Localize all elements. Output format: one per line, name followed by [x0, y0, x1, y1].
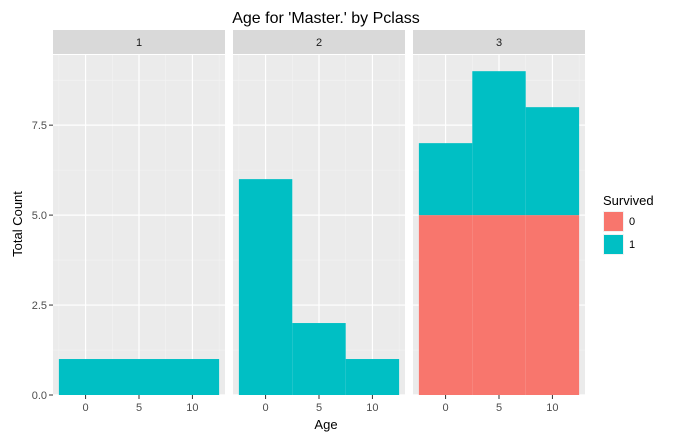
y-tick-label: 2.5	[32, 300, 47, 312]
x-tick-label: 5	[316, 402, 322, 414]
bar-survived-0	[525, 215, 580, 395]
y-tick-label: 7.5	[32, 120, 47, 132]
facet-panel-2: 2 0 5 10	[233, 30, 405, 414]
x-tick-label: 10	[186, 402, 198, 414]
bar-survived-1	[238, 179, 293, 395]
facet-panel-3: 3 0 5 10	[413, 30, 585, 414]
legend-key-0	[604, 212, 623, 231]
y-tick-label: 0.0	[32, 390, 47, 402]
legend-label-1: 1	[629, 239, 635, 251]
chart-title: Age for 'Master.' by Pclass	[232, 10, 420, 27]
legend-key-1	[604, 235, 623, 254]
facet-strip-label: 2	[316, 37, 322, 49]
x-tick-label: 10	[366, 402, 378, 414]
y-axis-title: Total Count	[10, 191, 25, 257]
x-tick-label: 0	[263, 402, 269, 414]
bar-survived-0	[418, 215, 473, 395]
bar-survived-1	[345, 359, 400, 395]
legend: Survived 0 1	[603, 193, 654, 255]
facet-panel-1: 10 5 10	[53, 30, 225, 414]
x-tick-label: 5	[136, 402, 142, 414]
y-tick-label: 5.0	[32, 210, 47, 222]
bar-survived-1	[58, 359, 220, 395]
bar-survived-1	[418, 143, 473, 216]
bar-survived-1	[472, 71, 526, 216]
bar-survived-0	[472, 215, 526, 395]
facet-strip-label: 3	[496, 37, 502, 49]
facet-strip	[233, 30, 405, 54]
facet-strip-label: 1	[136, 37, 142, 49]
x-tick-label: 5	[496, 402, 502, 414]
x-axis-title: Age	[314, 417, 337, 432]
legend-label-0: 0	[629, 216, 635, 228]
bar-survived-1	[292, 323, 346, 395]
bar-survived-1	[525, 107, 580, 216]
facet-strip	[53, 30, 225, 54]
facet-strip	[413, 30, 585, 54]
y-axis: 0.0 2.5 5.0 7.5	[32, 120, 53, 402]
x-tick-label: 10	[546, 402, 558, 414]
legend-title: Survived	[603, 193, 654, 208]
x-tick-label: 0	[83, 402, 89, 414]
x-tick-label: 0	[443, 402, 449, 414]
